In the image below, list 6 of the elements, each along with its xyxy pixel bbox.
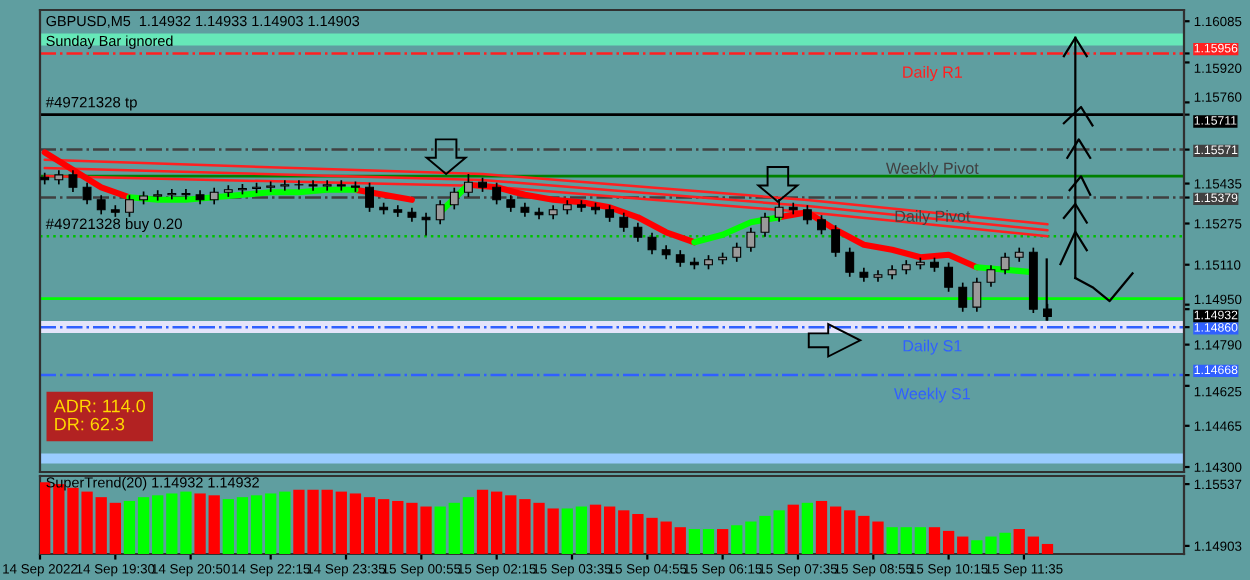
ref-line-label: Weekly S1	[894, 387, 970, 403]
ref-line-label: Daily R1	[903, 65, 962, 81]
ref-line-label: Weekly Pivot	[885, 162, 979, 178]
annotation: ADR: 114.0	[53, 399, 146, 413]
ref-line-label: Daily S1	[903, 339, 962, 355]
annotation: DR: 62.3	[55, 417, 125, 431]
